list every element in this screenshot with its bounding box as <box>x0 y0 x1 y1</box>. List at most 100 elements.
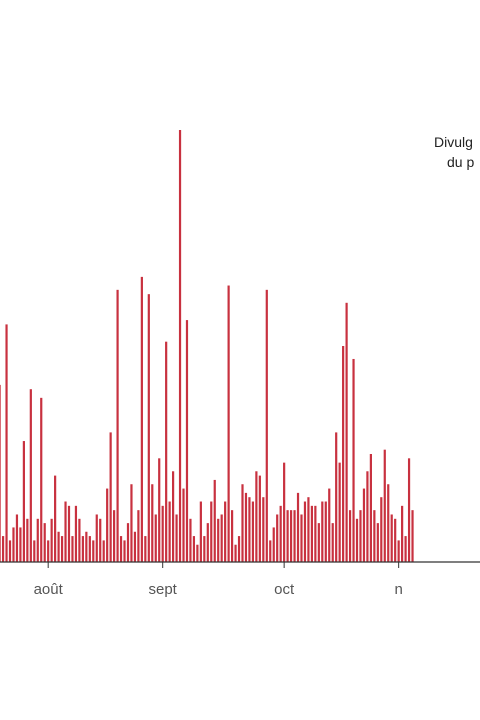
bar <box>168 501 171 562</box>
bar <box>140 276 143 562</box>
bar <box>401 505 404 562</box>
bar <box>210 501 213 562</box>
bar <box>279 505 282 562</box>
bar <box>335 432 338 562</box>
bar <box>54 475 57 562</box>
bar <box>182 488 185 562</box>
bar <box>119 536 123 562</box>
bar <box>328 488 331 562</box>
bar <box>74 505 78 562</box>
bar <box>338 462 341 562</box>
bar <box>43 523 46 562</box>
bar <box>1 536 5 562</box>
bar <box>251 501 255 562</box>
bar <box>397 540 400 562</box>
bar <box>57 531 60 562</box>
bar <box>276 514 279 562</box>
annotation-line: Divulg <box>434 134 473 150</box>
bar <box>60 536 64 562</box>
bar <box>36 518 39 562</box>
bar <box>40 397 43 562</box>
bar <box>137 510 140 562</box>
bar <box>64 501 67 562</box>
bar <box>113 510 116 562</box>
bar <box>154 514 157 562</box>
bar <box>33 540 36 562</box>
bar <box>286 510 289 562</box>
bar <box>78 518 81 562</box>
bar <box>192 536 196 562</box>
bar <box>366 471 369 562</box>
bar <box>71 536 74 562</box>
bar <box>321 501 324 562</box>
bar <box>362 488 366 562</box>
bar <box>307 497 310 562</box>
annotation-line: du p <box>447 154 474 170</box>
bar <box>126 523 130 562</box>
bar <box>133 531 137 562</box>
bar <box>165 341 168 562</box>
bar <box>404 536 407 562</box>
annotation: Divulg du p <box>434 134 474 170</box>
bar <box>185 320 189 562</box>
bar <box>359 510 362 562</box>
bar <box>303 501 307 562</box>
bar <box>29 389 32 562</box>
bar <box>206 523 209 562</box>
bar <box>19 527 22 562</box>
bar <box>50 518 53 562</box>
bar <box>244 492 248 562</box>
bar <box>369 454 372 562</box>
bar <box>102 540 105 562</box>
bar <box>407 458 411 562</box>
bar <box>331 523 334 562</box>
bar <box>317 523 320 562</box>
bar <box>269 540 272 562</box>
bar <box>196 544 199 562</box>
bar <box>310 505 313 562</box>
bar <box>348 510 352 562</box>
bar <box>355 518 359 562</box>
bar <box>380 497 383 562</box>
bar <box>172 471 175 562</box>
bar <box>383 449 386 562</box>
bar <box>109 432 112 562</box>
bar <box>237 536 241 562</box>
bar <box>283 462 286 562</box>
bar <box>376 523 379 562</box>
x-tick-label: sept <box>149 581 178 598</box>
bars-group <box>0 130 414 562</box>
bar <box>390 514 393 562</box>
bar <box>67 505 71 562</box>
bar <box>12 527 15 562</box>
bar <box>394 518 397 562</box>
bar <box>272 527 275 562</box>
bar <box>158 458 161 562</box>
bar <box>258 475 261 562</box>
bar <box>213 479 216 562</box>
bar <box>106 488 109 562</box>
bar <box>227 285 230 562</box>
bar <box>387 484 390 562</box>
bar <box>47 540 50 562</box>
bar <box>262 497 265 562</box>
bar <box>241 484 244 562</box>
bar <box>224 501 227 562</box>
bar <box>199 501 202 562</box>
bar <box>144 536 147 562</box>
bar <box>296 492 300 562</box>
bar <box>81 536 84 562</box>
bar <box>0 384 1 562</box>
bar <box>324 501 327 562</box>
bar <box>22 441 25 562</box>
x-tick-label: août <box>34 581 64 598</box>
bar <box>352 358 355 562</box>
bar <box>88 536 91 562</box>
bar <box>411 510 414 562</box>
bar <box>161 505 164 562</box>
bar <box>345 302 348 562</box>
bar <box>342 346 345 562</box>
bar <box>147 294 150 562</box>
bar <box>151 484 154 562</box>
